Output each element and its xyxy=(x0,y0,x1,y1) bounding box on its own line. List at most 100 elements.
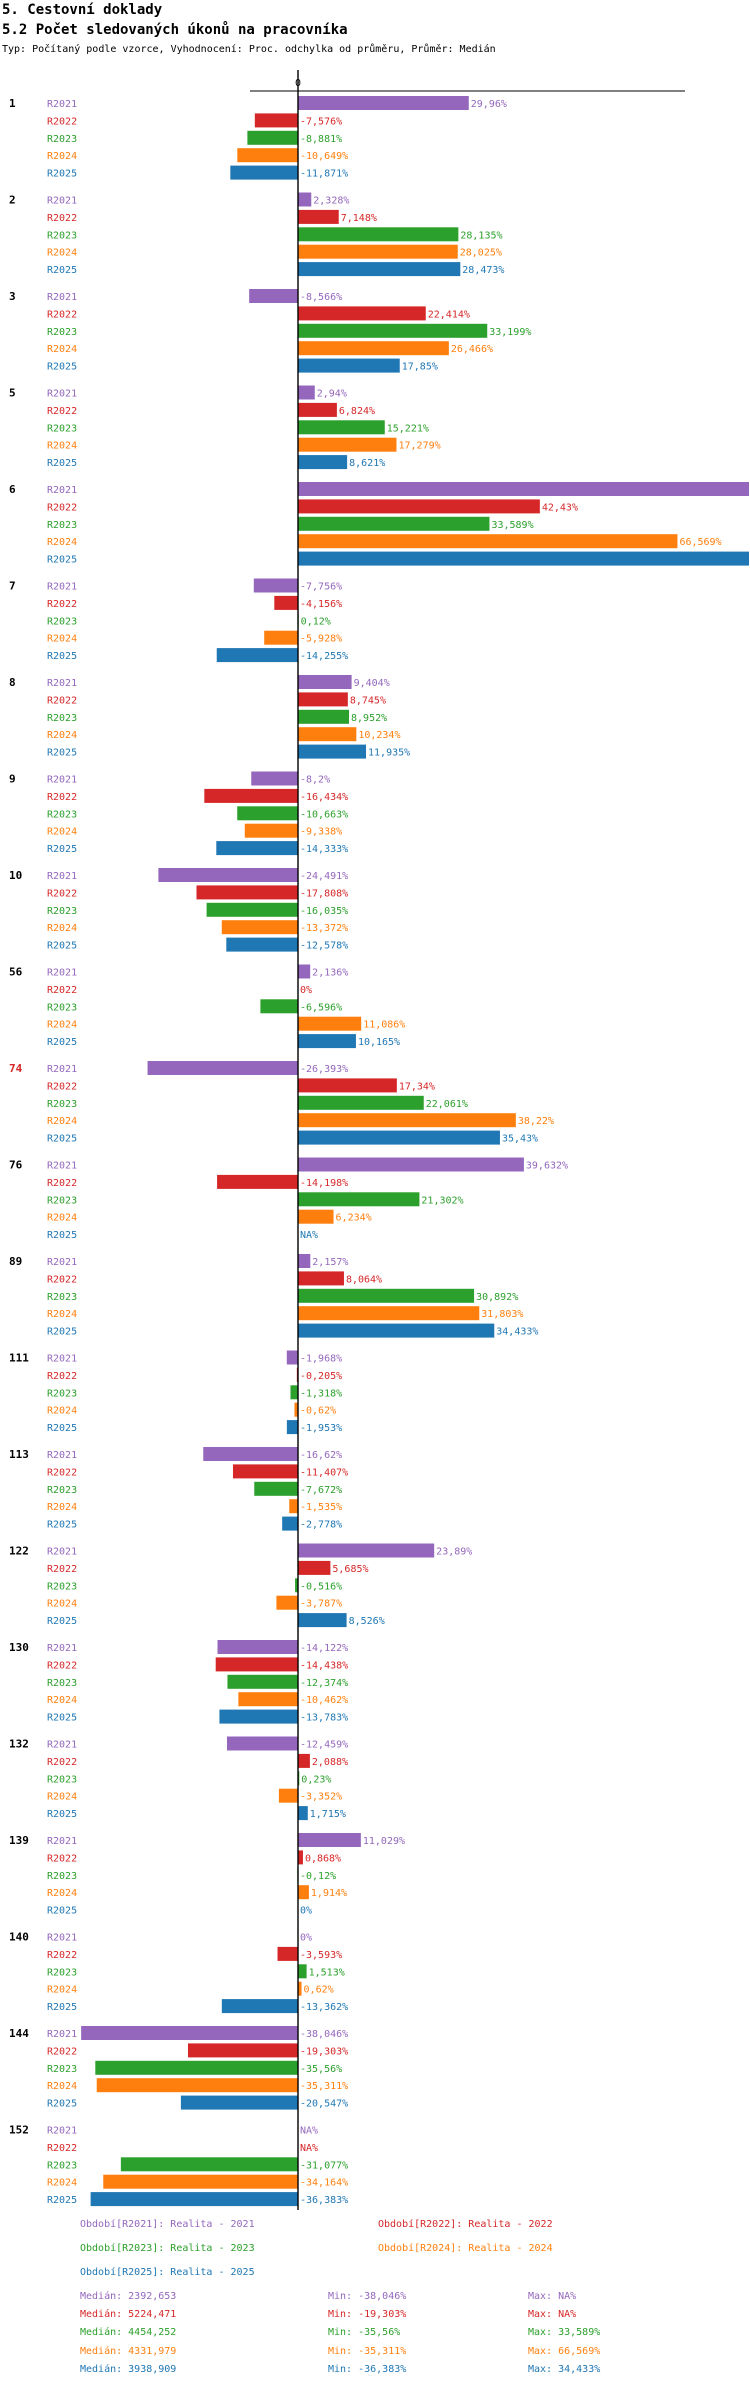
series-label: R2021 xyxy=(47,196,77,207)
series-label: R2022 xyxy=(47,2143,77,2154)
series-label: R2021 xyxy=(47,1933,77,1944)
data-label: -0,12% xyxy=(300,1871,336,1882)
bar xyxy=(298,455,348,470)
data-label: -14,333% xyxy=(300,844,348,855)
data-label: -16,434% xyxy=(300,792,348,803)
bar xyxy=(298,1543,435,1558)
data-label: 31,803% xyxy=(481,1309,523,1320)
bar xyxy=(215,1657,298,1672)
data-label: -36,383% xyxy=(300,2195,348,2206)
data-label: 17,279% xyxy=(398,441,440,452)
bar xyxy=(298,482,749,496)
bar xyxy=(298,1192,420,1207)
series-label: R2021 xyxy=(47,1547,77,1558)
series-label: R2025 xyxy=(47,1327,77,1338)
data-label: -17,808% xyxy=(300,888,348,899)
group-label: 139 xyxy=(9,1834,29,1847)
group-label: 3 xyxy=(9,290,16,303)
data-label: 28,025% xyxy=(460,248,502,259)
bar xyxy=(227,1674,298,1689)
legend-median-r2023: Medián: 4454,252 xyxy=(80,2327,177,2339)
page-title: 5. Cestovní doklady xyxy=(2,2,163,18)
bar xyxy=(226,1736,298,1751)
data-label: -14,438% xyxy=(300,1660,348,1671)
group-label: 8 xyxy=(9,676,16,689)
legend-period-r2024: Období[R2024]: Realita - 2024 xyxy=(378,2243,553,2254)
data-label: -26,393% xyxy=(300,1064,348,1075)
series-label: R2023 xyxy=(47,616,77,627)
series-label: R2025 xyxy=(47,1423,77,1434)
series-label: R2022 xyxy=(47,792,77,803)
data-label: 6,824% xyxy=(339,406,375,417)
series-label: R2022 xyxy=(47,2046,77,2057)
bar xyxy=(230,165,298,180)
data-label: 8,621% xyxy=(349,458,385,469)
data-label: NA% xyxy=(300,1230,318,1241)
data-label: 66,569% xyxy=(679,537,721,548)
series-label: R2023 xyxy=(47,2064,77,2075)
bar xyxy=(298,262,461,277)
bar xyxy=(264,630,298,645)
data-label: -24,491% xyxy=(300,871,348,882)
series-label: R2021 xyxy=(47,871,77,882)
data-label: 0% xyxy=(300,1933,312,1944)
series-label: R2023 xyxy=(47,2160,77,2171)
series-label: R2022 xyxy=(47,888,77,899)
data-label: 26,466% xyxy=(451,344,493,355)
data-label: -8,2% xyxy=(300,775,330,786)
series-label: R2023 xyxy=(47,713,77,724)
data-label: -10,649% xyxy=(300,151,348,162)
series-label: R2024 xyxy=(47,827,77,838)
legend-min-r2023: Min: -35,56% xyxy=(328,2327,401,2339)
data-label: 34,433% xyxy=(496,1327,538,1338)
bar xyxy=(298,675,352,689)
bar xyxy=(298,209,339,224)
data-label: 0,23% xyxy=(301,1774,331,1785)
bar xyxy=(295,1578,298,1593)
bar xyxy=(298,437,397,452)
series-label: R2025 xyxy=(47,844,77,855)
data-label: 6,234% xyxy=(336,1213,372,1224)
data-label: -1,953% xyxy=(300,1423,342,1434)
bar xyxy=(249,289,298,303)
bar xyxy=(158,868,298,882)
series-label: R2021 xyxy=(47,292,77,303)
bar xyxy=(232,1464,298,1479)
data-label: -10,663% xyxy=(300,809,348,820)
bar xyxy=(217,1640,298,1654)
group-label: 140 xyxy=(9,1931,29,1944)
series-label: R2021 xyxy=(47,775,77,786)
legend-period-r2022: Období[R2022]: Realita - 2022 xyxy=(378,2219,553,2230)
bar xyxy=(298,96,469,110)
series-label: R2022 xyxy=(47,1564,77,1575)
data-label: 10,165% xyxy=(358,1037,400,1048)
data-label: -20,547% xyxy=(300,2099,348,2110)
bar xyxy=(298,192,312,207)
data-label: 10,234% xyxy=(358,730,400,741)
series-label: R2021 xyxy=(47,389,77,400)
series-label: R2024 xyxy=(47,344,77,355)
data-label: -13,372% xyxy=(300,923,348,934)
bar xyxy=(277,1946,298,1961)
data-label: 2,136% xyxy=(312,968,348,979)
bar xyxy=(216,648,298,663)
series-label: R2024 xyxy=(47,923,77,934)
series-label: R2021 xyxy=(47,1161,77,1172)
bar xyxy=(298,1850,303,1865)
data-label: 29,96% xyxy=(471,99,507,110)
data-label: -0,205% xyxy=(300,1371,342,1382)
series-label: R2024 xyxy=(47,1599,77,1610)
bar xyxy=(196,885,298,900)
group-label: 6 xyxy=(9,483,16,496)
data-label: 2,328% xyxy=(313,196,349,207)
series-label: R2025 xyxy=(47,1809,77,1820)
series-label: R2022 xyxy=(47,1660,77,1671)
data-label: -7,756% xyxy=(300,582,342,593)
series-label: R2024 xyxy=(47,1116,77,1127)
data-label: -7,576% xyxy=(300,116,342,127)
data-label: 2,088% xyxy=(312,1757,348,1768)
legend-max-r2024: Max: 66,569% xyxy=(528,2345,601,2357)
group-label: 89 xyxy=(9,1255,22,1268)
series-label: R2024 xyxy=(47,1695,77,1706)
